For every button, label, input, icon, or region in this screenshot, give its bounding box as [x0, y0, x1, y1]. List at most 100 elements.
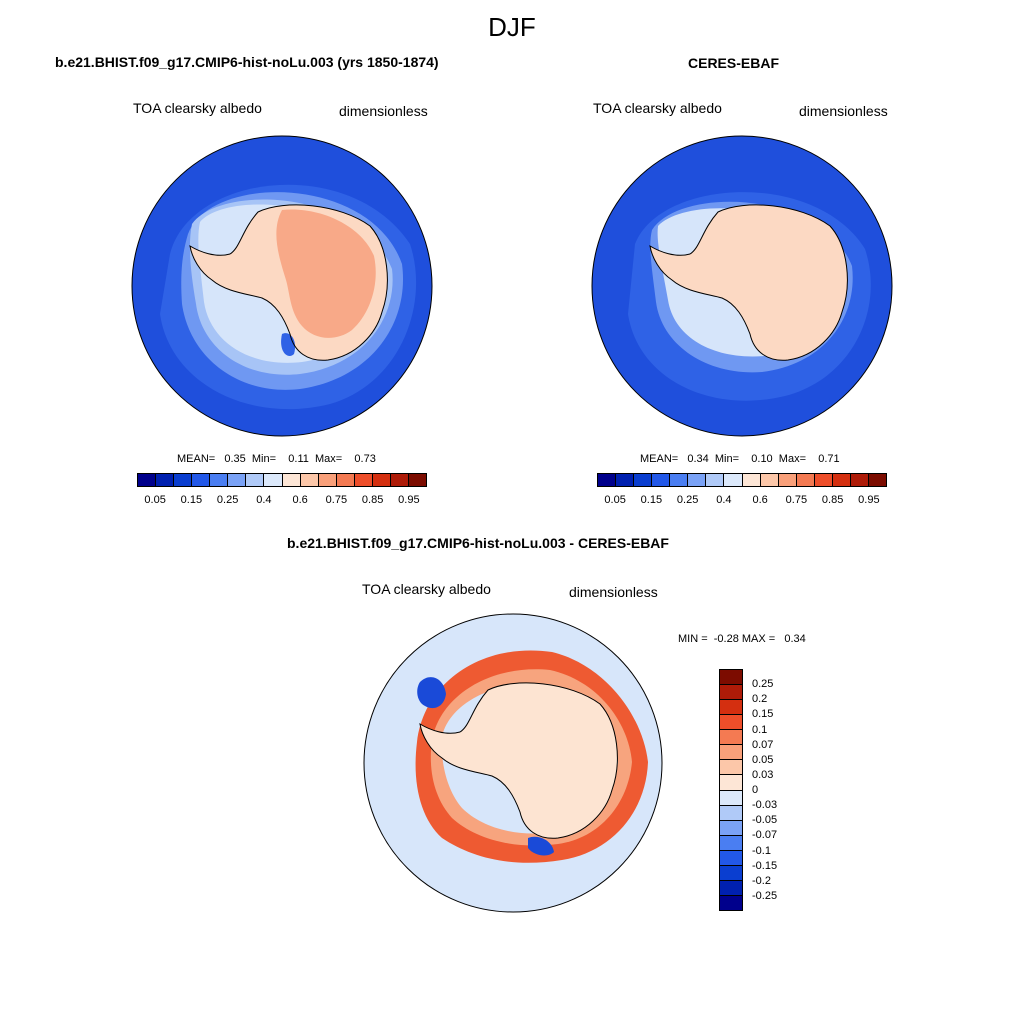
colorbar-swatch [720, 760, 742, 776]
panel3-map-border [363, 613, 663, 913]
colorbar-swatch [868, 474, 886, 486]
colorbar-swatch [720, 865, 742, 881]
colorbar-tick-label: 0.85 [361, 494, 384, 506]
panel3-colorbar-ticks: 0.25 0.2 0.15 0.1 0.07 0.05 0.03 0 -0.03 -0.05 -0.… [752, 669, 792, 911]
colorbar-tick-label: 0.15 [180, 494, 203, 506]
colorbar-tick-label: 0.85 [821, 494, 844, 506]
colorbar-swatch [832, 474, 851, 486]
colorbar-tick-label: 0.6 [292, 494, 308, 506]
colorbar-swatch [720, 775, 742, 791]
panel3-cold-anomaly-ross [528, 836, 554, 856]
panel2-units: dimensionless [799, 103, 888, 119]
colorbar-swatch [598, 474, 617, 486]
panel1-coastline [189, 204, 388, 361]
colorbar-tick-label: 0.05 [144, 494, 166, 506]
panel1-east-antarctic-plateau [276, 209, 376, 338]
panel2-colorbar-ticks: 0.05 0.15 0.25 0.4 0.6 0.75 0.85 0.95 [597, 494, 887, 508]
colorbar-swatch [720, 790, 742, 806]
colorbar-swatch [720, 700, 742, 716]
colorbar-swatch [720, 820, 742, 836]
panel3-colorbar [719, 669, 743, 911]
colorbar-tick-label: 0.07 [752, 738, 774, 751]
colorbar-tick-label: -0.03 [752, 799, 778, 812]
panel3-antarctica [420, 682, 618, 839]
colorbar-swatch [742, 474, 761, 486]
colorbar-swatch [336, 474, 355, 486]
panel1-colorbar-ticks: 0.05 0.15 0.25 0.4 0.6 0.75 0.85 0.95 [137, 494, 427, 508]
colorbar-tick-label: 0.4 [256, 494, 272, 506]
panel1-map-border [131, 135, 433, 437]
colorbar-swatch [814, 474, 833, 486]
panel2-map-border [591, 135, 893, 437]
colorbar-tick-label: 0.05 [604, 494, 626, 506]
colorbar-tick-label: 0.03 [752, 768, 774, 781]
colorbar-swatch [688, 474, 707, 486]
colorbar-swatch [850, 474, 869, 486]
colorbar-swatch [724, 474, 743, 486]
colorbar-swatch [720, 850, 742, 866]
colorbar-swatch [720, 835, 742, 851]
colorbar-tick-label: -0.15 [752, 859, 778, 872]
panel3-stats: MIN = -0.28 MAX = 0.34 [678, 633, 806, 645]
colorbar-swatch [354, 474, 373, 486]
panel3-units: dimensionless [569, 584, 658, 600]
colorbar-swatch [706, 474, 725, 486]
colorbar-swatch [372, 474, 391, 486]
colorbar-tick-label: 0.6 [752, 494, 768, 506]
panel2-variable: TOA clearsky albedo [593, 100, 722, 116]
colorbar-swatch [174, 474, 193, 486]
colorbar-tick-label: 0.25 [216, 494, 239, 506]
panel3-map [363, 613, 663, 913]
colorbar-swatch [156, 474, 175, 486]
colorbar-swatch [282, 474, 301, 486]
colorbar-swatch [300, 474, 319, 486]
main-title: DJF [488, 12, 536, 42]
colorbar-swatch [408, 474, 426, 486]
colorbar-swatch [760, 474, 779, 486]
panel2-map [591, 135, 893, 437]
colorbar-tick-label: 0.25 [752, 678, 774, 691]
colorbar-swatch [138, 474, 157, 486]
colorbar-swatch [192, 474, 211, 486]
colorbar-tick-label: -0.25 [752, 889, 778, 902]
panel1-colorbar [137, 473, 427, 487]
panel1-title: b.e21.BHIST.f09_g17.CMIP6-hist-noLu.003 … [55, 54, 439, 70]
colorbar-tick-label: 0.25 [676, 494, 699, 506]
colorbar-tick-label: -0.05 [752, 814, 778, 827]
panel1-stats: MEAN= 0.35 Min= 0.11 Max= 0.73 [177, 453, 376, 465]
colorbar-swatch [652, 474, 671, 486]
colorbar-swatch [246, 474, 265, 486]
colorbar-swatch [778, 474, 797, 486]
colorbar-tick-label: 0.95 [398, 494, 420, 506]
panel1-map [131, 135, 433, 437]
colorbar-swatch [264, 474, 283, 486]
panel3-variable: TOA clearsky albedo [362, 581, 491, 597]
colorbar-tick-label: 0.4 [716, 494, 732, 506]
panel3-coastline [419, 682, 618, 839]
colorbar-swatch [720, 880, 742, 896]
panel3-cold-anomaly [417, 677, 446, 709]
colorbar-swatch [720, 745, 742, 761]
colorbar-swatch [616, 474, 635, 486]
panel2-title: CERES-EBAF [688, 55, 780, 71]
colorbar-swatch [210, 474, 229, 486]
colorbar-swatch [720, 805, 742, 821]
colorbar-tick-label: 0.75 [325, 494, 348, 506]
colorbar-tick-label: 0.1 [752, 723, 768, 736]
colorbar-swatch [390, 474, 409, 486]
colorbar-swatch [720, 685, 742, 701]
panel2-antarctica [650, 204, 848, 361]
colorbar-tick-label: 0.95 [858, 494, 880, 506]
panel1-variable: TOA clearsky albedo [133, 100, 262, 116]
colorbar-swatch [670, 474, 689, 486]
colorbar-tick-label: 0.05 [752, 753, 774, 766]
panel2-colorbar [597, 473, 887, 487]
colorbar-tick-label: 0 [752, 784, 759, 796]
colorbar-swatch [720, 715, 742, 731]
colorbar-tick-label: 0.2 [752, 693, 768, 706]
colorbar-tick-label: -0.1 [752, 844, 771, 857]
colorbar-swatch [720, 895, 742, 910]
panel3-title: b.e21.BHIST.f09_g17.CMIP6-hist-noLu.003 … [287, 535, 669, 551]
colorbar-swatch [318, 474, 337, 486]
colorbar-swatch [796, 474, 815, 486]
